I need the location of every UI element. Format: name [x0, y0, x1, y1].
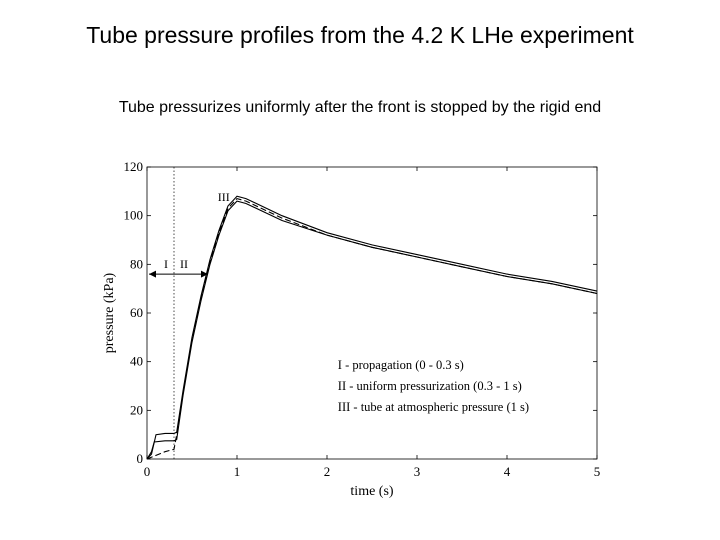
series-line-3: [146, 197, 598, 460]
slide-subtitle: Tube pressurizes uniformly after the fro…: [118, 99, 602, 116]
y-tick-label: 80: [130, 256, 143, 271]
legend-entry-3: III - tube at atmospheric pressure (1 s): [338, 400, 529, 414]
x-tick-label: 0: [144, 464, 151, 479]
y-tick-label: 20: [130, 402, 143, 417]
phase-label-II: II: [180, 257, 188, 271]
y-tick-label: 100: [124, 208, 144, 223]
phase-arrow-right-head: [201, 270, 208, 278]
legend-entry-2: II - uniform pressurization (0.3 - 1 s): [338, 379, 522, 393]
series-line-2: [146, 200, 598, 460]
y-tick-label: 0: [137, 451, 144, 466]
axes-frame: [146, 166, 598, 460]
slide-title: Tube pressure profiles from the 4.2 K LH…: [86, 22, 634, 48]
x-tick-label: 3: [414, 464, 421, 479]
y-tick-label: 120: [124, 159, 144, 174]
x-axis-label: time (s): [350, 484, 393, 499]
series-line-1: [146, 195, 598, 460]
y-tick-label: 60: [130, 305, 143, 320]
phase-label-III: III: [218, 190, 230, 204]
x-tick-label: 4: [504, 464, 511, 479]
phase-arrow-left-head: [149, 270, 156, 278]
phase-label-I: I: [164, 257, 168, 271]
x-tick-label: 1: [234, 464, 241, 479]
x-tick-label: 2: [324, 464, 331, 479]
x-tick-label: 5: [594, 464, 601, 479]
legend-entry-1: I - propagation (0 - 0.3 s): [338, 358, 464, 372]
y-axis-label: pressure (kPa): [102, 272, 117, 353]
y-tick-label: 40: [130, 354, 143, 369]
